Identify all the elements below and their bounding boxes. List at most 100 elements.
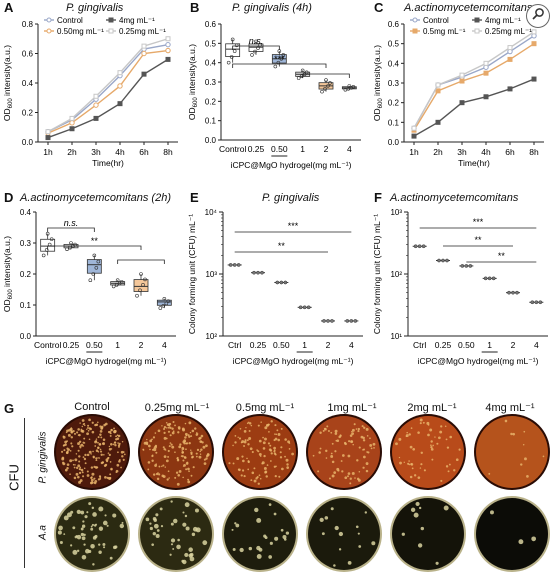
y-tick-label: 0.0 (22, 138, 34, 147)
colony (174, 476, 177, 479)
colony (61, 450, 64, 453)
colony (331, 474, 335, 478)
colony (234, 435, 237, 437)
colony (81, 471, 84, 474)
colony (156, 529, 160, 532)
colony (145, 517, 150, 522)
colony (490, 510, 494, 515)
colony (526, 475, 529, 478)
colony (72, 526, 76, 530)
colony (280, 427, 283, 430)
colony (146, 438, 148, 441)
colony (185, 448, 187, 451)
colony (84, 453, 87, 457)
colony (185, 434, 188, 437)
colony (336, 439, 340, 443)
colony (341, 470, 344, 473)
data-point (306, 305, 311, 310)
colony (248, 437, 252, 440)
x-tick-label: 8h (163, 147, 173, 157)
data-point (158, 306, 163, 310)
colony (365, 469, 369, 473)
colony (104, 463, 108, 467)
petri-dish (140, 498, 212, 570)
colony (182, 522, 187, 527)
colony (432, 444, 434, 447)
data-point (234, 43, 239, 48)
colony (177, 538, 180, 542)
colony (92, 455, 95, 458)
colony (319, 431, 322, 434)
colony (99, 433, 102, 436)
sig-2star-bracket (47, 245, 142, 250)
colony (68, 428, 72, 432)
legend-marker (412, 17, 418, 23)
colony (352, 443, 354, 446)
colony (358, 470, 361, 473)
petri-dish (224, 416, 296, 488)
data-point (445, 258, 449, 263)
chart-b-title: P. gingivalis (4h) (232, 2, 312, 14)
colony (73, 476, 77, 480)
colony (63, 449, 66, 452)
row-label-aa: A.a (37, 525, 49, 541)
colony (77, 449, 80, 452)
colony (185, 468, 188, 471)
colony (196, 448, 200, 452)
data-point (165, 41, 171, 48)
g-col-label-2: 0.5mg mL⁻¹ (235, 402, 295, 414)
colony (82, 520, 85, 523)
colony (153, 448, 157, 452)
colony (80, 443, 84, 447)
colony (152, 436, 156, 439)
colony (255, 477, 258, 480)
colony (123, 453, 126, 456)
y-tick-label: 0.4 (205, 59, 217, 68)
colony (182, 440, 186, 444)
colony (281, 467, 284, 471)
x-tick-label: 2h (433, 147, 443, 157)
colony (264, 437, 267, 441)
colony (172, 548, 175, 550)
colony (178, 427, 181, 430)
colony (90, 453, 92, 455)
colony (200, 434, 204, 438)
colony (109, 434, 112, 437)
data-point (531, 29, 537, 35)
colony (286, 463, 289, 466)
x-tick-label: 0.50 (273, 340, 290, 350)
colony (66, 450, 69, 453)
colony (351, 428, 355, 432)
colony (338, 548, 342, 551)
x-tick-label: 0.25 (63, 340, 80, 350)
colony (410, 427, 413, 429)
series-line-1 (47, 49, 169, 134)
colony (282, 534, 287, 540)
colony (155, 472, 159, 476)
colony (399, 461, 402, 465)
colony (263, 466, 267, 470)
data-point (320, 89, 324, 94)
colony (409, 475, 413, 479)
colony (275, 433, 278, 436)
data-point (413, 244, 418, 249)
x-tick-label: 4h (481, 147, 491, 157)
colony (100, 453, 103, 456)
colony (430, 440, 433, 443)
colony (187, 480, 191, 484)
colony (74, 458, 78, 462)
colony (362, 439, 366, 442)
colony (373, 447, 375, 449)
colony (174, 424, 176, 427)
data-point (260, 270, 264, 275)
colony (100, 436, 103, 439)
data-point (166, 299, 171, 303)
colony (110, 467, 113, 471)
colony (358, 545, 362, 548)
colony (338, 531, 344, 537)
search-button[interactable] (526, 4, 550, 28)
data-point (141, 50, 147, 57)
data-point (483, 276, 488, 281)
colony (166, 478, 169, 481)
data-point (483, 70, 489, 76)
